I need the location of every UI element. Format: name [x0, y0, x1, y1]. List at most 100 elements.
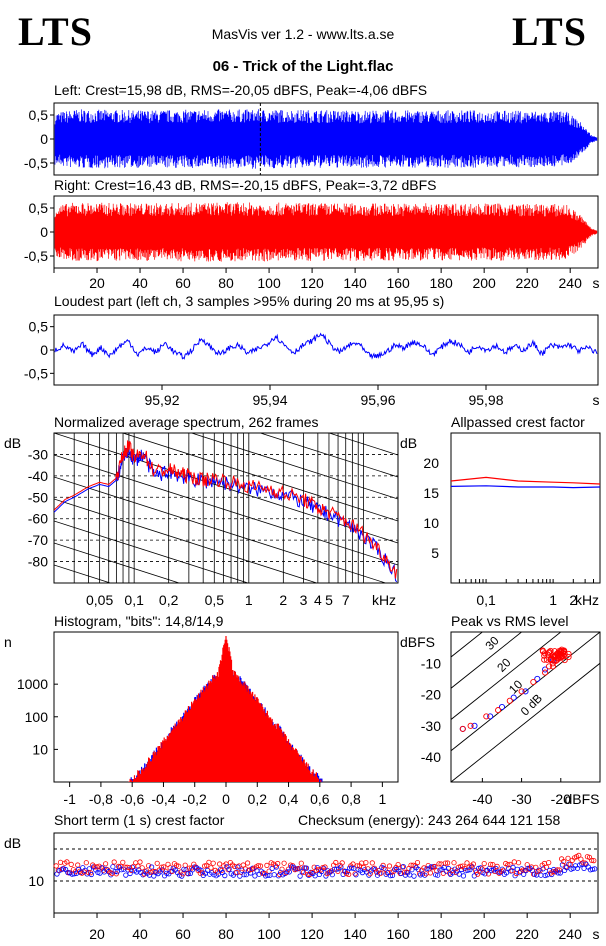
spectrum-slope--4: [327, 433, 398, 456]
short-term-point-left: [353, 872, 359, 878]
peak-rms-diagonal-label-0: 40: [471, 611, 491, 631]
short-term-point-right: [533, 864, 539, 870]
short-term-xtick-label-3: 80: [218, 926, 234, 942]
peak-rms-xlabel: dBFS: [564, 791, 599, 807]
short-term-point-right: [492, 868, 498, 875]
loudest-xtick-label-3: 95,98: [468, 392, 503, 408]
spectrum-xtick-label-6: 3: [300, 592, 308, 608]
histogram-xtick-label-7: 0,4: [279, 791, 299, 807]
short-term-point-right: [161, 864, 167, 870]
short-term-point-left: [398, 870, 404, 877]
short-term-point-left: [239, 867, 245, 873]
short-term-point-right: [464, 860, 470, 866]
allpassed-ytick-label-0: 20: [423, 455, 439, 471]
peak-rms-point-right: [530, 678, 537, 686]
loudest-ytick-label-1: 0: [40, 342, 48, 358]
short-term-point-right: [309, 869, 315, 876]
short-term-point-right: [414, 859, 421, 866]
short-term-point-left: [460, 873, 467, 879]
short-term-xtick-label-7: 160: [386, 926, 410, 942]
short-term-point-left: [422, 872, 428, 878]
spectrum-slope-1: [54, 454, 398, 566]
left-waveform-signal: [54, 109, 598, 169]
peak-rms-cluster-point: [552, 652, 559, 659]
peak-rms-diagonal-20: [451, 632, 562, 721]
allpassed-xlabel: kHz: [575, 592, 599, 608]
checksum-text: Checksum (energy): 243 264 644 121 158: [298, 812, 561, 828]
short-term-point-left: [495, 869, 501, 875]
peak-rms-point-right: [518, 688, 525, 695]
peak-rms-point-right: [506, 697, 513, 704]
peak-rms-point-right: [549, 663, 556, 670]
short-term-point-right: [262, 871, 268, 877]
short-term-point-left: [435, 872, 441, 878]
histogram-xtick-label-4: -0,2: [183, 791, 207, 807]
short-term-point-right: [333, 859, 339, 866]
short-term-point-right: [167, 865, 173, 871]
spectrum-slope--5: [396, 433, 398, 434]
spectrum-xtick-label-8: 5: [325, 592, 333, 608]
short-term-point-right: [589, 857, 595, 863]
short-term-point-right: [382, 866, 388, 872]
allpassed-ytick-label-1: 15: [423, 485, 439, 501]
histogram-ylabel: n: [4, 634, 12, 650]
spectrum-slope--3: [259, 433, 398, 478]
peak-rms-xtick-label-0: -40: [472, 791, 492, 807]
short-term-point-right: [240, 862, 246, 868]
short-term-point-right: [470, 861, 476, 867]
short-term-point-right: [245, 860, 251, 866]
allpassed-ytick-label-3: 5: [431, 545, 439, 561]
short-term-point-left: [127, 870, 133, 877]
loudest-part-title: Loudest part (left ch, 3 samples >95% du…: [54, 293, 445, 309]
peak-rms-cluster-point: [541, 652, 548, 659]
short-term-point-right: [543, 864, 550, 870]
short-term-point-right: [421, 865, 427, 871]
left-waveform-ytick-label-1: 0: [40, 131, 48, 147]
short-term-point-left: [88, 871, 95, 878]
short-term-point-left: [437, 867, 443, 873]
right-waveform-xtick-label-5: 120: [300, 275, 324, 291]
short-term-point-left: [110, 864, 116, 870]
histogram-ytick-label-2: 10: [32, 741, 48, 757]
short-term-point-left: [478, 865, 484, 871]
spectrum-xlabel: kHz: [372, 592, 396, 608]
short-term-point-left: [329, 872, 335, 878]
peak-rms-cluster-point: [543, 656, 550, 663]
allpassed-series-left: [450, 485, 601, 489]
short-term-point-right: [567, 861, 573, 868]
right-waveform-xunit: s: [593, 275, 600, 291]
short-term-point-left: [510, 864, 516, 871]
right-waveform-xtick-label-6: 140: [343, 275, 367, 291]
short-term-point-right: [427, 870, 433, 876]
peak-rms-point-left: [510, 694, 517, 701]
peak-rms-diagonal-10: [451, 632, 600, 752]
short-term-point-left: [297, 873, 303, 879]
short-term-point-left: [303, 865, 310, 871]
right-waveform-ytick-label-0: 0,5: [29, 200, 49, 216]
peak-rms-xtick-label-2: -20: [551, 791, 571, 807]
short-term-point-right: [440, 870, 446, 876]
peak-rms-point-right: [545, 663, 553, 670]
short-term-point-right: [64, 859, 70, 865]
short-term-point-right: [296, 865, 302, 871]
histogram-xtick-label-1: -0,8: [89, 791, 113, 807]
right-waveform-ytick-label-1: 0: [40, 224, 48, 240]
short-term-point-right: [199, 870, 205, 876]
histogram-xtick-label-9: 0,8: [341, 791, 361, 807]
short-term-point-left: [321, 865, 327, 871]
short-term-point-right: [115, 863, 122, 870]
peak-rms-ytick-label-1: -20: [421, 687, 441, 703]
short-term-point-right: [509, 868, 515, 874]
histogram-xtick-label-8: 0,6: [310, 791, 330, 807]
right-waveform-xtick-label-1: 40: [132, 275, 148, 291]
short-term-point-left: [465, 867, 471, 873]
short-term-crest-title: Short term (1 s) crest factor: [54, 812, 225, 828]
spectrum-slope-2: [54, 476, 387, 583]
short-term-point-right: [432, 863, 438, 870]
histogram-xtick-label-3: -0,4: [151, 791, 175, 807]
short-term-point-right: [137, 859, 143, 865]
short-term-point-right: [281, 860, 287, 866]
short-term-point-right: [511, 859, 517, 865]
right-waveform-xtick-label-8: 180: [429, 275, 453, 291]
spectrum-ytick-label-5: -80: [28, 554, 48, 570]
